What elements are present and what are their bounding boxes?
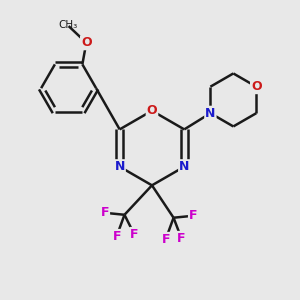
Text: O: O [147, 104, 157, 117]
Text: N: N [205, 107, 216, 120]
Text: F: F [112, 230, 121, 243]
Text: F: F [100, 206, 109, 219]
Text: F: F [177, 232, 186, 245]
Text: N: N [115, 160, 125, 173]
Text: F: F [161, 233, 170, 246]
Text: F: F [189, 209, 197, 222]
Text: N: N [179, 160, 190, 173]
Text: CH₃: CH₃ [58, 20, 77, 30]
Text: O: O [81, 36, 92, 49]
Text: O: O [251, 80, 262, 93]
Text: F: F [130, 228, 139, 241]
